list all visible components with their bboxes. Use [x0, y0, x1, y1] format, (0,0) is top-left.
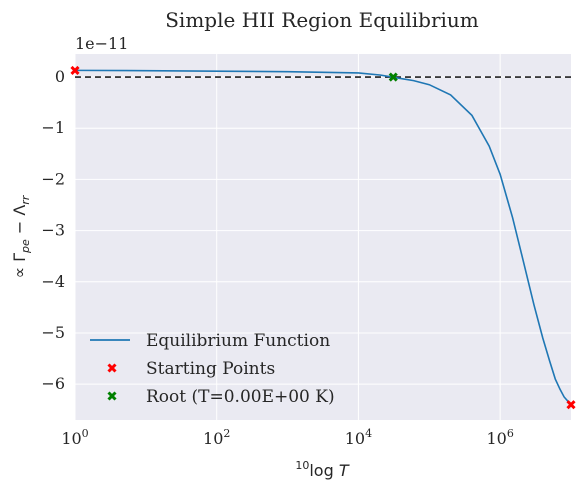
x-axis-label: 10log T — [295, 459, 349, 480]
y-tick-label: −2 — [41, 169, 65, 188]
y-offset-text: 1e−11 — [75, 34, 128, 53]
legend-label: Starting Points — [146, 359, 275, 379]
y-tick-label: −3 — [41, 221, 65, 240]
y-tick-label: −5 — [41, 323, 65, 342]
y-tick-label: −6 — [41, 374, 65, 393]
y-axis-label: ∝ Γpe − Λrr — [10, 194, 32, 278]
legend-label: Root (T=0.00E+00 K) — [146, 387, 335, 407]
legend-label: Equilibrium Function — [146, 331, 330, 351]
svg-text:∝ Γpe − Λrr: ∝ Γpe − Λrr — [10, 194, 32, 278]
x-tick-label: 100 — [61, 427, 88, 448]
x-tick-label: 104 — [345, 427, 372, 448]
y-tick-label: −4 — [41, 272, 65, 291]
x-tick-label: 106 — [486, 427, 513, 448]
y-tick-label: 0 — [55, 67, 65, 86]
chart-title: Simple HII Region Equilibrium — [165, 8, 479, 32]
y-tick-label: −1 — [41, 118, 65, 137]
x-tick-label: 102 — [203, 427, 230, 448]
